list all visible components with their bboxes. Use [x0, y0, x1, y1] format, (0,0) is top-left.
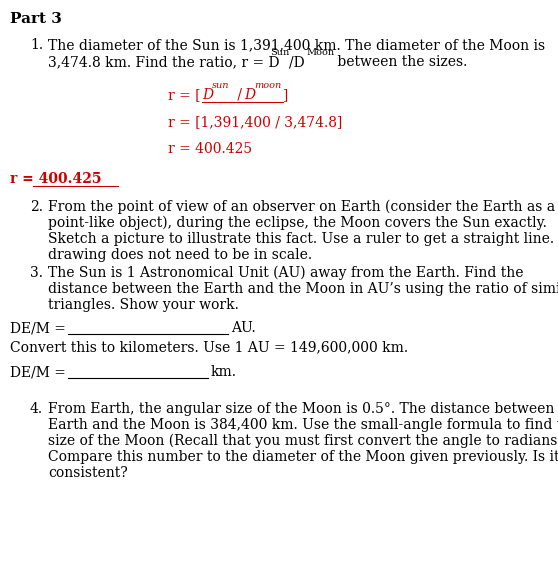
- Text: Part 3: Part 3: [10, 12, 62, 26]
- Text: The diameter of the Sun is 1,391,400 km. The diameter of the Moon is: The diameter of the Sun is 1,391,400 km.…: [48, 38, 545, 52]
- Text: D: D: [244, 88, 255, 102]
- Text: 4.: 4.: [30, 402, 43, 416]
- Text: Moon: Moon: [306, 48, 334, 57]
- Text: Convert this to kilometers. Use 1 AU = 149,600,000 km.: Convert this to kilometers. Use 1 AU = 1…: [10, 340, 408, 354]
- Text: sun: sun: [212, 81, 229, 90]
- Text: Sun: Sun: [270, 48, 289, 57]
- Text: DE/M =: DE/M =: [10, 365, 66, 379]
- Text: 3,474.8 km. Find the ratio, r = D: 3,474.8 km. Find the ratio, r = D: [48, 55, 280, 69]
- Text: 1.: 1.: [30, 38, 43, 52]
- Text: D: D: [202, 88, 213, 102]
- Text: 2.: 2.: [30, 200, 43, 214]
- Text: DE/M =: DE/M =: [10, 321, 66, 335]
- Text: AU.: AU.: [231, 321, 256, 335]
- Text: From Earth, the angular size of the Moon is 0.5°. The distance between the: From Earth, the angular size of the Moon…: [48, 402, 558, 416]
- Text: From the point of view of an observer on Earth (consider the Earth as a: From the point of view of an observer on…: [48, 200, 555, 214]
- Text: /: /: [233, 88, 247, 102]
- Text: ]: ]: [283, 88, 288, 102]
- Text: moon: moon: [254, 81, 281, 90]
- Text: The Sun is 1 Astronomical Unit (AU) away from the Earth. Find the: The Sun is 1 Astronomical Unit (AU) away…: [48, 266, 523, 280]
- Text: distance between the Earth and the Moon in AU’s using the ratio of similar: distance between the Earth and the Moon …: [48, 282, 558, 296]
- Text: r = 400.425: r = 400.425: [168, 142, 252, 156]
- Text: Compare this number to the diameter of the Moon given previously. Is it: Compare this number to the diameter of t…: [48, 450, 558, 464]
- Text: drawing does not need to be in scale.: drawing does not need to be in scale.: [48, 248, 312, 262]
- Text: r = [1,391,400 / 3,474.8]: r = [1,391,400 / 3,474.8]: [168, 115, 343, 129]
- Text: consistent?: consistent?: [48, 466, 128, 480]
- Text: r = [: r = [: [168, 88, 200, 102]
- Text: Sketch a picture to illustrate this fact. Use a ruler to get a straight line. Yo: Sketch a picture to illustrate this fact…: [48, 232, 558, 246]
- Text: Earth and the Moon is 384,400 km. Use the small-angle formula to find the: Earth and the Moon is 384,400 km. Use th…: [48, 418, 558, 432]
- Text: /D: /D: [289, 55, 305, 69]
- Text: point-like object), during the eclipse, the Moon covers the Sun exactly.: point-like object), during the eclipse, …: [48, 216, 547, 230]
- Text: km.: km.: [211, 365, 237, 379]
- Text: 3.: 3.: [30, 266, 43, 280]
- Text: size of the Moon (Recall that you must first convert the angle to radians).: size of the Moon (Recall that you must f…: [48, 434, 558, 449]
- Text: between the sizes.: between the sizes.: [333, 55, 468, 69]
- Text: r = 400.425: r = 400.425: [10, 172, 102, 186]
- Text: triangles. Show your work.: triangles. Show your work.: [48, 298, 239, 312]
